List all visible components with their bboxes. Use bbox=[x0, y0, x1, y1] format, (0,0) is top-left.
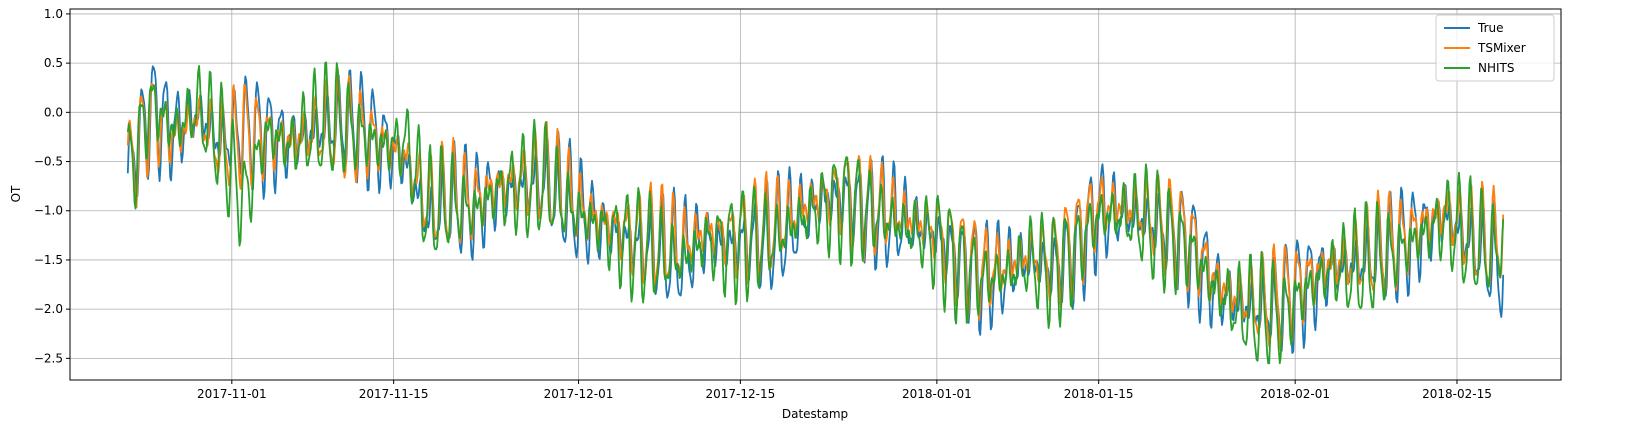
x-axis-title: Datestamp bbox=[782, 407, 848, 421]
series-layer bbox=[126, 61, 1505, 365]
x-tick-label: 2017-12-15 bbox=[705, 387, 775, 401]
y-tick-label: −0.5 bbox=[34, 155, 63, 169]
grid-lines bbox=[70, 9, 1561, 380]
plot-frame bbox=[69, 8, 1562, 381]
x-axis-ticks: 2017-11-01 2017-11-15 2017-12-01 2017-12-15… bbox=[197, 380, 1492, 401]
legend-label: NHITS bbox=[1478, 61, 1515, 75]
y-tick-label: 1.0 bbox=[44, 7, 63, 21]
series-line-nhits bbox=[126, 61, 1505, 365]
x-tick-label: 2017-12-01 bbox=[544, 387, 614, 401]
y-tick-label: 0.5 bbox=[44, 56, 63, 70]
y-axis-ticks: 1.0 0.5 0.0 −0.5 −1.0 −1.5 −2.0 −2.5 bbox=[34, 7, 70, 365]
y-tick-label: −2.5 bbox=[34, 351, 63, 365]
x-tick-label: 2018-01-15 bbox=[1064, 387, 1134, 401]
legend: True TSMixer NHITS bbox=[1435, 14, 1555, 82]
x-tick-label: 2018-01-01 bbox=[902, 387, 972, 401]
x-tick-label: 2018-02-15 bbox=[1422, 387, 1492, 401]
y-axis-title: OT bbox=[9, 185, 23, 202]
y-tick-label: −2.0 bbox=[34, 302, 63, 316]
y-tick-label: −1.0 bbox=[34, 204, 63, 218]
legend-box bbox=[1435, 14, 1555, 82]
x-tick-label: 2017-11-15 bbox=[359, 387, 429, 401]
legend-label: TSMixer bbox=[1477, 41, 1526, 55]
series-line-tsmixer bbox=[126, 68, 1505, 352]
y-tick-label: 0.0 bbox=[44, 105, 63, 119]
y-tick-label: −1.5 bbox=[34, 253, 63, 267]
x-tick-label: 2018-02-01 bbox=[1260, 387, 1330, 401]
legend-label: True bbox=[1477, 21, 1504, 35]
x-tick-label: 2017-11-01 bbox=[197, 387, 267, 401]
